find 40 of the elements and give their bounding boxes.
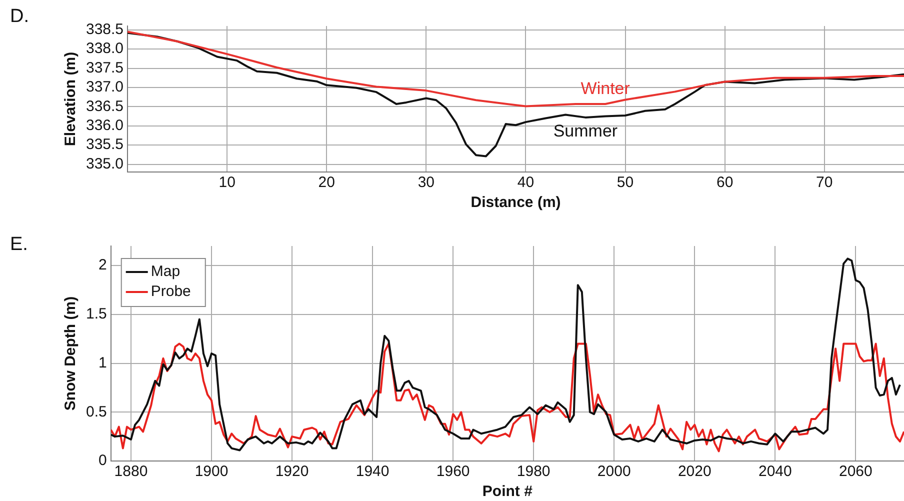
x-tick-label: 2040 bbox=[758, 463, 792, 480]
y-tick-label: 335.5 bbox=[86, 136, 124, 154]
y-tick-label: 336.5 bbox=[86, 98, 124, 115]
y-axis-title: Snow Depth (m) bbox=[62, 296, 80, 411]
chart-title: D. bbox=[10, 6, 29, 28]
y-tick-label: 0 bbox=[98, 452, 107, 470]
y-tick-label: 2 bbox=[98, 256, 107, 274]
x-tick-label: 1880 bbox=[114, 463, 148, 480]
y-tick-label: 0.5 bbox=[86, 403, 107, 420]
legend-label: Map bbox=[150, 263, 180, 280]
x-tick-label: 1940 bbox=[356, 463, 390, 480]
x-tick-label: 60 bbox=[716, 174, 734, 192]
x-tick-label: 50 bbox=[616, 174, 634, 192]
x-tick-label: 2000 bbox=[597, 463, 631, 480]
legend-label: Probe bbox=[150, 283, 191, 300]
chart-title: E. bbox=[10, 234, 28, 256]
x-axis-title: Distance (m) bbox=[470, 194, 561, 212]
y-tick-label: 337.0 bbox=[86, 78, 124, 96]
x-tick-label: 70 bbox=[816, 174, 833, 192]
series-label: Winter bbox=[580, 79, 630, 98]
x-tick-label: 20 bbox=[318, 174, 335, 192]
x-tick-label: 1900 bbox=[194, 463, 228, 480]
x-tick-label: 10 bbox=[218, 174, 236, 192]
x-axis-title: Point # bbox=[482, 483, 534, 500]
y-axis-title: Elevation (m) bbox=[62, 52, 80, 146]
series-label: Summer bbox=[553, 122, 618, 141]
x-tick-label: 2060 bbox=[839, 463, 872, 480]
x-tick-label: 30 bbox=[418, 174, 435, 192]
x-tick-label: 1980 bbox=[516, 463, 550, 480]
y-tick-label: 1 bbox=[98, 354, 107, 372]
x-tick-label: 40 bbox=[517, 174, 534, 192]
x-tick-label: 1960 bbox=[436, 463, 470, 480]
y-tick-label: 338.5 bbox=[86, 20, 124, 38]
y-tick-label: 337.5 bbox=[86, 59, 124, 76]
x-tick-label: 1920 bbox=[275, 463, 309, 480]
y-tick-label: 335.0 bbox=[86, 155, 124, 172]
y-tick-label: 336.0 bbox=[86, 117, 124, 134]
y-tick-label: 1.5 bbox=[86, 306, 107, 323]
x-tick-label: 2020 bbox=[678, 463, 712, 480]
y-tick-label: 338.0 bbox=[86, 40, 124, 58]
